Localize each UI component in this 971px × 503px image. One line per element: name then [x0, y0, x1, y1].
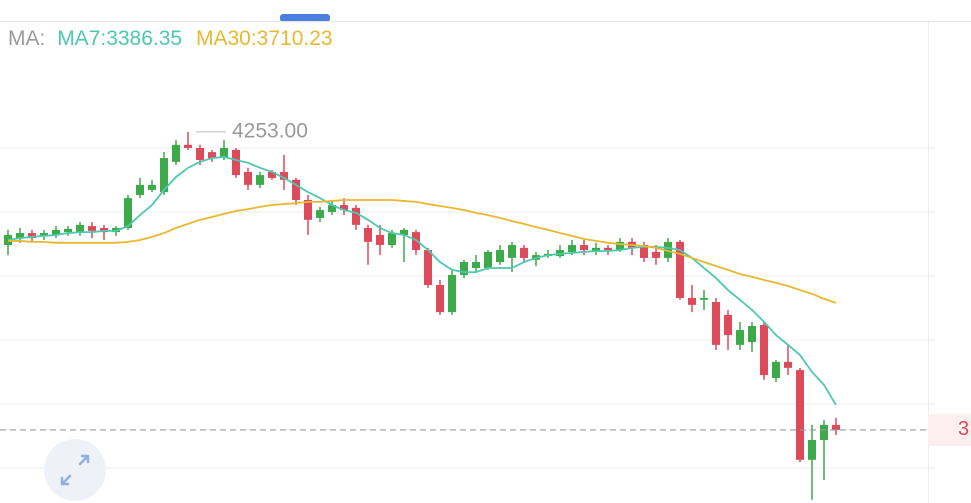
candle-body: [808, 440, 816, 460]
candle-body: [484, 251, 492, 269]
candle-body: [328, 205, 336, 212]
candle-body: [28, 233, 36, 239]
candle-body: [364, 228, 372, 242]
candle-body: [232, 149, 240, 176]
candle-body: [16, 233, 24, 239]
candle-body: [88, 226, 96, 231]
candle-body: [388, 233, 396, 246]
candle-body: [640, 245, 648, 258]
last-price-label: 3: [958, 418, 969, 440]
candle-body: [184, 144, 192, 148]
ma-line: [7, 155, 837, 406]
candle-body: [280, 171, 288, 180]
candle-body: [436, 285, 444, 313]
candle-body: [172, 144, 180, 162]
candle-body: [760, 325, 768, 376]
legend-title: MA:: [8, 27, 45, 50]
candle-body: [676, 241, 684, 298]
candle-body: [196, 147, 204, 160]
candle-body: [136, 184, 144, 195]
candle-body: [256, 175, 264, 185]
candle-body: [64, 228, 72, 233]
candle-body: [52, 229, 60, 235]
candle-body: [520, 247, 528, 258]
candle-body: [700, 297, 708, 300]
candle-body: [580, 245, 588, 251]
candle-body: [304, 199, 312, 220]
candle-body: [448, 274, 456, 313]
ma-line: [8, 199, 837, 304]
candle-body: [268, 171, 276, 178]
candle-body: [376, 234, 384, 246]
candle-body: [124, 198, 132, 229]
candle-body: [664, 241, 672, 258]
legend-ma7-value: 3386.35: [106, 27, 182, 50]
candle-body: [724, 314, 732, 336]
plot: 4253.00 3: [0, 119, 971, 500]
candle-body: [244, 171, 252, 185]
candle-body: [460, 262, 468, 275]
candle-body: [340, 205, 348, 211]
candle-body: [148, 184, 156, 190]
last-price-tag: [928, 413, 971, 446]
candle-body: [352, 207, 360, 225]
candle-body: [508, 245, 516, 258]
candle-body: [592, 247, 600, 252]
candle-body: [736, 330, 744, 345]
candle-body: [568, 245, 576, 252]
legend-ma7-name: MA7:: [57, 27, 106, 50]
candle-body: [472, 262, 480, 269]
candle-body: [220, 147, 228, 159]
candle-body: [820, 424, 828, 441]
candle-body: [796, 370, 804, 460]
candle-body: [496, 250, 504, 263]
candle-body: [400, 229, 408, 235]
max-label: 4253.00: [232, 119, 308, 142]
candle-body: [772, 361, 780, 378]
candle-body: [688, 297, 696, 305]
expand-icon[interactable]: [60, 454, 90, 486]
legend-ma30-value: 3710.23: [257, 27, 333, 50]
legend: MA: MA7:3386.35 MA30:3710.23: [8, 27, 333, 50]
tab-indicator[interactable]: [280, 14, 330, 22]
candle-body: [652, 251, 660, 258]
grid: [0, 147, 935, 469]
candle-body: [604, 247, 612, 251]
candle-body: [40, 233, 48, 236]
candle-body: [832, 424, 840, 430]
expand-button[interactable]: [44, 439, 106, 501]
candle-body: [292, 179, 300, 200]
candle-body: [208, 152, 216, 159]
candle-body: [160, 158, 168, 193]
candle-body: [76, 224, 84, 233]
candle-body: [784, 361, 792, 368]
candle-body: [712, 302, 720, 345]
candle-body: [424, 250, 432, 286]
candle-body: [616, 241, 624, 251]
candle-body: [316, 210, 324, 218]
legend-ma30-name: MA30:: [196, 27, 257, 50]
expand-circle[interactable]: [44, 439, 106, 501]
candle-body: [748, 325, 756, 343]
